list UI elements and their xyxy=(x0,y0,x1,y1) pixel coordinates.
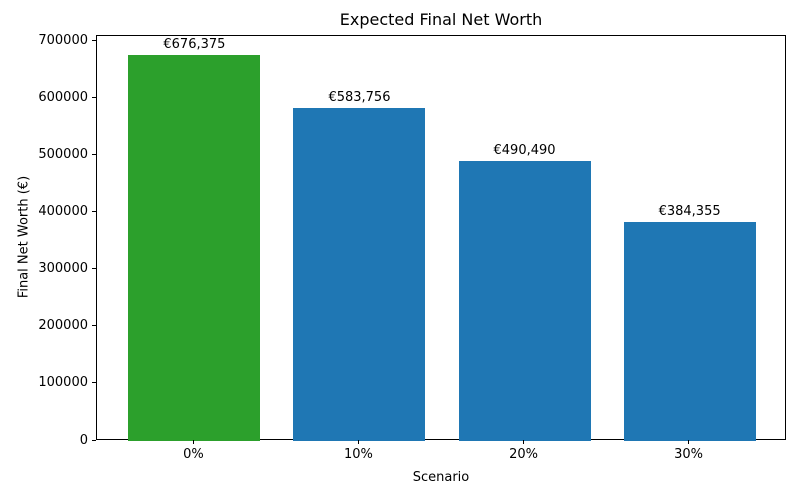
y-tick-mark xyxy=(92,382,96,384)
y-tick-mark xyxy=(92,97,96,99)
y-tick-label: 0 xyxy=(79,432,88,448)
y-tick-mark xyxy=(92,40,96,42)
bar-0% xyxy=(128,55,261,441)
bar-value-label: €384,355 xyxy=(658,203,721,219)
chart-title: Expected Final Net Worth xyxy=(339,10,543,29)
x-tick-label: 10% xyxy=(344,447,373,462)
x-tick-label: 20% xyxy=(509,447,538,462)
bar-value-label: €676,375 xyxy=(163,37,226,53)
y-tick-label: 500000 xyxy=(38,147,88,163)
x-tick-mark xyxy=(523,440,525,444)
y-tick-label: 700000 xyxy=(38,33,88,49)
x-tick-mark xyxy=(357,440,359,444)
y-tick-label: 300000 xyxy=(38,261,88,277)
y-tick-label: 200000 xyxy=(38,318,88,334)
y-tick-mark xyxy=(92,268,96,270)
bar-30% xyxy=(623,221,756,441)
y-tick-label: 100000 xyxy=(38,375,88,391)
y-tick-label: 400000 xyxy=(38,204,88,220)
x-tick-label: 30% xyxy=(674,447,704,462)
y-tick-mark xyxy=(92,211,96,213)
y-axis-label: Final Net Worth (€) xyxy=(16,175,32,299)
bar-10% xyxy=(293,108,426,441)
x-tick-mark xyxy=(192,440,194,444)
bar-value-label: €583,756 xyxy=(328,90,391,106)
x-tick-label: 0% xyxy=(183,447,204,462)
plot-area: €676,375 €583,756 €490,490 €384,355 xyxy=(96,35,786,441)
bar-20% xyxy=(458,161,591,441)
y-tick-mark xyxy=(92,439,96,441)
y-tick-mark xyxy=(92,325,96,327)
x-axis-label: Scenario xyxy=(412,470,470,485)
x-tick-mark xyxy=(688,440,690,444)
y-tick-mark xyxy=(92,154,96,156)
y-tick-label: 600000 xyxy=(38,90,88,106)
bar-value-label: €490,490 xyxy=(493,143,556,159)
